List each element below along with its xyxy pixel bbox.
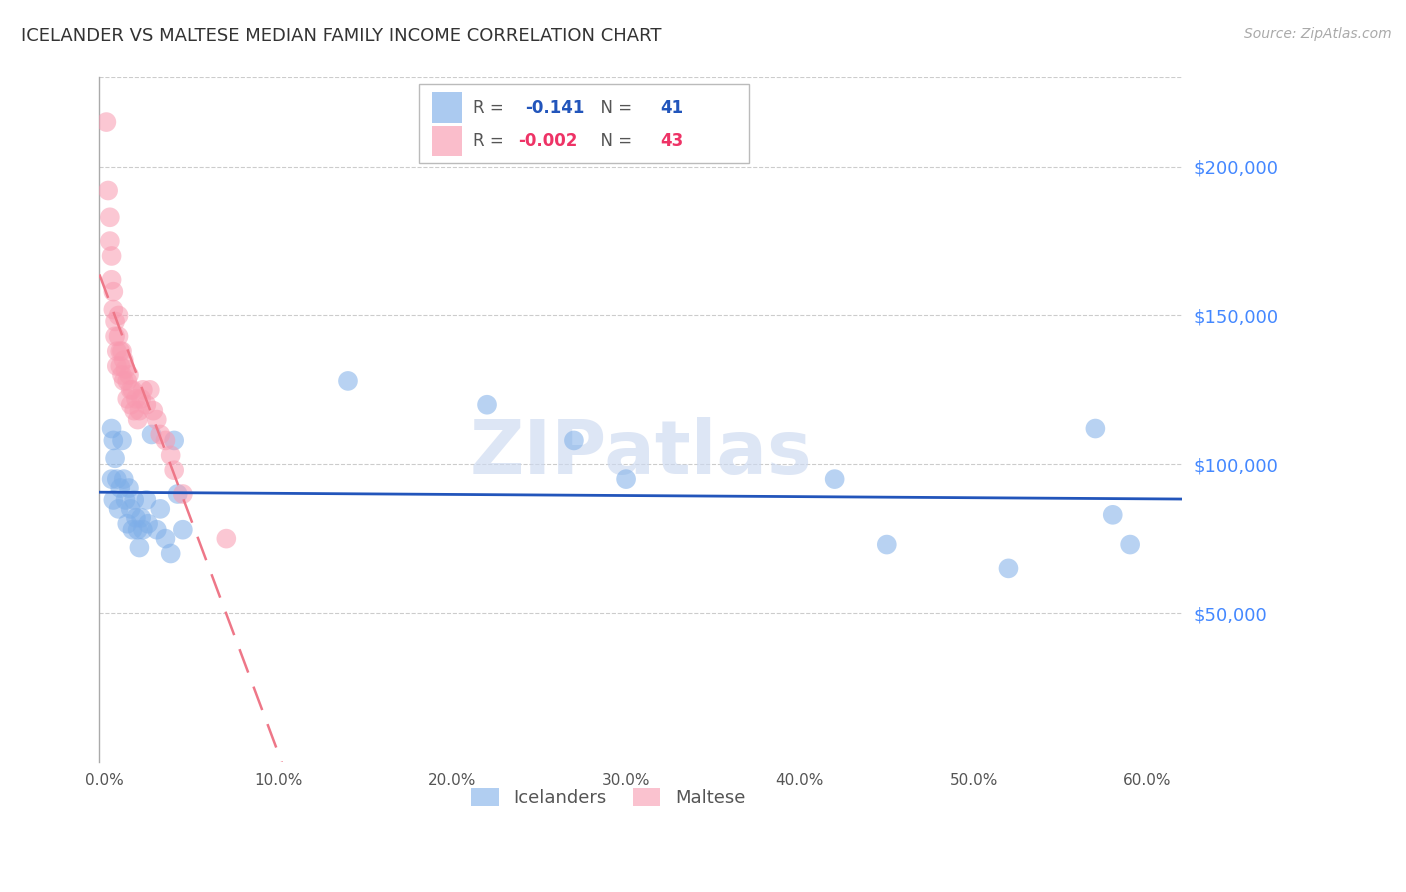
Text: ICELANDER VS MALTESE MEDIAN FAMILY INCOME CORRELATION CHART: ICELANDER VS MALTESE MEDIAN FAMILY INCOM… [21,27,662,45]
Point [155,532,177,546]
Point [172,523,194,537]
Point [135,492,157,507]
Point [103,492,125,507]
Point [1101,508,1123,522]
Point [112,374,135,388]
Point [110,481,132,495]
FancyBboxPatch shape [432,93,463,123]
Point [110,344,132,359]
Point [141,427,163,442]
Point [163,434,186,448]
Point [107,329,129,343]
Text: R =: R = [472,132,509,150]
Point [121,383,143,397]
Point [562,434,585,448]
Point [336,374,359,388]
Point [127,412,149,426]
Point [128,403,150,417]
Point [112,472,135,486]
Point [172,487,194,501]
Point [876,538,898,552]
Text: R =: R = [472,99,515,117]
FancyBboxPatch shape [419,84,749,163]
Point [98,234,121,248]
Point [1119,538,1142,552]
Point [104,314,127,328]
Point [129,510,152,524]
Point [120,398,142,412]
Point [122,492,145,507]
Point [155,434,177,448]
Point [149,427,172,442]
Point [96,115,118,129]
Point [112,353,135,368]
Point [215,532,238,546]
Point [163,463,186,477]
Point [475,398,498,412]
Point [115,392,138,406]
FancyBboxPatch shape [432,126,463,156]
Point [98,211,121,225]
Point [105,344,128,359]
Point [100,421,122,435]
Point [115,516,138,531]
Point [104,329,127,343]
Point [125,392,148,406]
Point [107,309,129,323]
Point [111,368,134,382]
Text: 43: 43 [661,132,683,150]
Point [132,523,155,537]
Point [114,492,136,507]
Point [100,472,122,486]
Text: N =: N = [591,132,637,150]
Point [114,362,136,376]
Point [125,510,148,524]
Text: N =: N = [591,99,637,117]
Point [136,516,159,531]
Point [132,383,155,397]
Point [103,285,125,299]
Point [146,523,169,537]
Point [121,523,143,537]
Point [120,383,142,397]
Point [105,472,128,486]
Point [103,434,125,448]
Text: -0.002: -0.002 [519,132,578,150]
Point [104,451,127,466]
Point [122,403,145,417]
Point [997,561,1019,575]
Point [97,184,120,198]
Point [118,481,141,495]
Point [103,302,125,317]
Point [128,541,150,555]
Point [159,448,181,462]
Point [166,487,188,501]
Point [100,273,122,287]
Point [135,398,157,412]
Point [115,374,138,388]
Legend: Icelanders, Maltese: Icelanders, Maltese [464,780,752,814]
Point [107,501,129,516]
Point [120,501,142,516]
Point [139,383,162,397]
Text: -0.141: -0.141 [524,99,585,117]
Point [614,472,637,486]
Point [110,359,132,373]
Point [118,368,141,382]
Point [105,359,128,373]
Point [129,392,152,406]
Point [146,412,169,426]
Text: Source: ZipAtlas.com: Source: ZipAtlas.com [1244,27,1392,41]
Point [100,249,122,263]
Point [159,547,181,561]
Text: 41: 41 [661,99,683,117]
Point [111,344,134,359]
Point [1084,421,1107,435]
Text: ZIPatlas: ZIPatlas [470,417,813,491]
Point [824,472,846,486]
Point [149,501,172,516]
Point [142,403,165,417]
Point [111,434,134,448]
Point [127,523,149,537]
